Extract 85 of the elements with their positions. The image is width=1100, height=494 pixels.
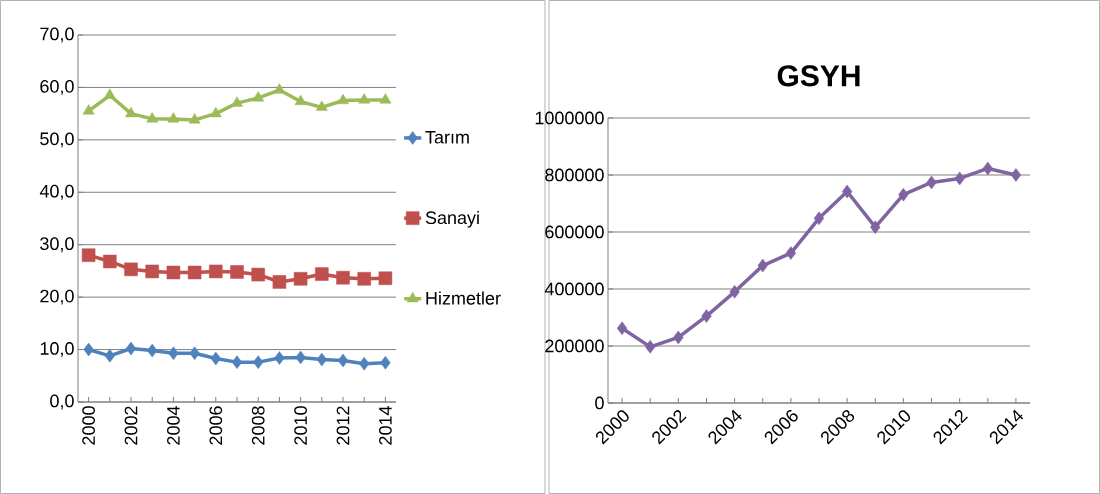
- point: [673, 330, 684, 345]
- legend-label: Hizmetler: [426, 291, 501, 305]
- point: [757, 258, 768, 273]
- y-tick-label: 400000: [544, 282, 604, 296]
- point: [82, 104, 95, 115]
- y-tick-label: 600000: [545, 225, 604, 239]
- point: [785, 246, 796, 260]
- legend-label: Sanayi: [425, 210, 479, 228]
- y-tick-label: 40,0: [39, 184, 74, 200]
- y-tick-label: 200000: [545, 339, 604, 353]
- point: [274, 351, 285, 365]
- point: [231, 355, 243, 369]
- x-tick-label: 2004: [167, 406, 180, 445]
- point: [209, 264, 223, 279]
- point: [189, 346, 200, 360]
- point: [103, 254, 117, 269]
- x-tick-label: 2000: [82, 406, 95, 445]
- point: [315, 267, 329, 281]
- point: [926, 175, 937, 190]
- point: [316, 352, 327, 367]
- point: [378, 271, 393, 286]
- y-tick-label: 20,0: [40, 289, 74, 305]
- y-tick-label: 10,0: [40, 342, 74, 357]
- point: [870, 220, 881, 234]
- point: [252, 91, 265, 102]
- x-tick-label: 2012: [336, 406, 350, 445]
- x-tick-label: 2008: [251, 406, 265, 445]
- point: [294, 94, 307, 106]
- point: [103, 88, 116, 99]
- point: [209, 106, 222, 118]
- point: [166, 265, 181, 280]
- x-tick-label: 2002: [124, 406, 138, 445]
- x-tick-label: 2010: [294, 406, 307, 445]
- point: [813, 211, 825, 226]
- legend-label: Tarım: [425, 131, 469, 144]
- y-tick-label: 70,0: [40, 27, 74, 43]
- x-tick-label: 2014: [379, 406, 392, 445]
- point: [701, 309, 712, 323]
- point: [359, 356, 370, 371]
- point: [124, 262, 138, 277]
- point: [167, 112, 180, 123]
- point: [379, 93, 392, 104]
- point: [83, 342, 94, 357]
- point: [251, 267, 265, 282]
- point: [336, 270, 350, 285]
- point: [272, 275, 287, 289]
- x-tick-label: 2006: [209, 406, 223, 445]
- point: [293, 272, 308, 286]
- y-tick-label: 60,0: [40, 79, 74, 95]
- y-tick-label: 800000: [545, 168, 604, 182]
- point: [146, 112, 159, 123]
- point: [729, 285, 740, 299]
- point: [210, 351, 221, 366]
- y-tick-label: 0,0: [50, 394, 74, 410]
- y-tick-label: 50,0: [40, 132, 74, 148]
- point: [616, 321, 628, 336]
- point: [982, 161, 993, 176]
- point: [125, 341, 137, 356]
- point: [315, 100, 328, 111]
- point: [954, 171, 965, 186]
- point: [230, 265, 244, 279]
- y-tick-label: 0: [595, 396, 604, 410]
- point: [295, 350, 306, 365]
- chart-title: GSYH: [777, 65, 860, 87]
- y-tick-label: 1000000: [535, 111, 604, 125]
- point: [358, 93, 371, 104]
- point: [253, 355, 264, 369]
- point: [1010, 168, 1022, 182]
- point: [645, 340, 656, 354]
- point: [337, 93, 349, 105]
- point: [168, 346, 179, 360]
- point: [357, 272, 371, 286]
- point: [147, 343, 158, 358]
- point: [81, 248, 96, 262]
- point: [231, 96, 243, 107]
- point: [842, 184, 853, 199]
- point: [380, 355, 391, 370]
- point: [104, 349, 115, 363]
- point: [337, 353, 349, 368]
- point: [125, 106, 137, 118]
- point: [145, 264, 159, 279]
- point: [898, 187, 909, 202]
- y-tick-label: 30,0: [40, 237, 74, 253]
- point: [187, 265, 202, 280]
- point: [188, 113, 201, 124]
